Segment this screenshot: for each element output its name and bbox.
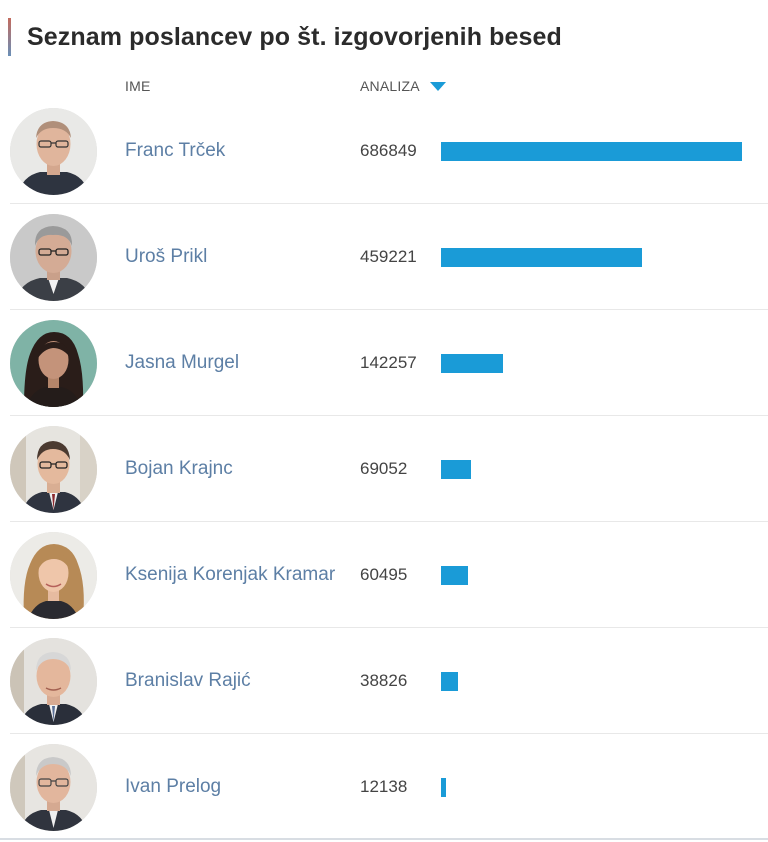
table-header: IME ANALIZA xyxy=(0,78,768,98)
avatar[interactable] xyxy=(10,320,97,407)
mp-list: Franc Trček 686849 Uroš Prikl 459221 xyxy=(0,98,768,840)
word-count: 69052 xyxy=(360,459,408,478)
list-item: Ksenija Korenjak Kramar 60495 xyxy=(0,522,768,628)
column-header-analysis-label: ANALIZA xyxy=(360,78,420,94)
word-count: 38826 xyxy=(360,671,408,690)
avatar[interactable] xyxy=(10,532,97,619)
word-count-bar xyxy=(441,672,458,691)
word-count: 12138 xyxy=(360,777,408,796)
word-count: 142257 xyxy=(360,353,417,372)
mp-name-link[interactable]: Franc Trček xyxy=(125,140,226,161)
title-bar: Seznam poslancev po št. izgovorjenih bes… xyxy=(8,18,562,56)
avatar[interactable] xyxy=(10,108,97,195)
list-item: Branislav Rajić 38826 xyxy=(0,628,768,734)
avatar-portrait-icon xyxy=(10,744,97,831)
word-count-bar xyxy=(441,566,468,585)
avatar-portrait-icon xyxy=(10,214,97,301)
mp-name-link[interactable]: Branislav Rajić xyxy=(125,670,251,691)
avatar[interactable] xyxy=(10,214,97,301)
avatar[interactable] xyxy=(10,638,97,725)
avatar-portrait-icon xyxy=(10,638,97,725)
avatar-portrait-icon xyxy=(10,108,97,195)
title-accent-line xyxy=(8,18,11,56)
mp-name-link[interactable]: Bojan Krajnc xyxy=(125,458,233,479)
word-count-bar xyxy=(441,354,503,373)
list-item: Uroš Prikl 459221 xyxy=(0,204,768,310)
page-title: Seznam poslancev po št. izgovorjenih bes… xyxy=(27,22,562,51)
mp-name-link[interactable]: Jasna Murgel xyxy=(125,352,240,373)
list-item: Franc Trček 686849 xyxy=(0,98,768,204)
mp-name-link[interactable]: Uroš Prikl xyxy=(125,246,208,267)
word-count-bar xyxy=(441,460,471,479)
avatar-portrait-icon xyxy=(10,426,97,513)
list-item: Bojan Krajnc 69052 xyxy=(0,416,768,522)
avatar-portrait-icon xyxy=(10,532,97,619)
word-count-bar xyxy=(441,142,742,161)
list-item: Jasna Murgel 142257 xyxy=(0,310,768,416)
avatar-portrait-icon xyxy=(10,320,97,407)
avatar[interactable] xyxy=(10,744,97,831)
column-header-analysis[interactable]: ANALIZA xyxy=(360,78,446,94)
word-count-bar xyxy=(441,778,446,797)
word-count-bar xyxy=(441,248,642,267)
list-item: Ivan Prelog 12138 xyxy=(0,734,768,840)
word-count: 60495 xyxy=(360,565,408,584)
word-count: 459221 xyxy=(360,247,417,266)
bottom-divider xyxy=(0,838,768,840)
column-header-name[interactable]: IME xyxy=(125,78,151,94)
mp-name-link[interactable]: Ivan Prelog xyxy=(125,776,222,797)
mp-name-link[interactable]: Ksenija Korenjak Kramar xyxy=(125,564,336,585)
avatar[interactable] xyxy=(10,426,97,513)
sort-descending-icon[interactable] xyxy=(429,82,446,91)
word-count: 686849 xyxy=(360,141,417,160)
